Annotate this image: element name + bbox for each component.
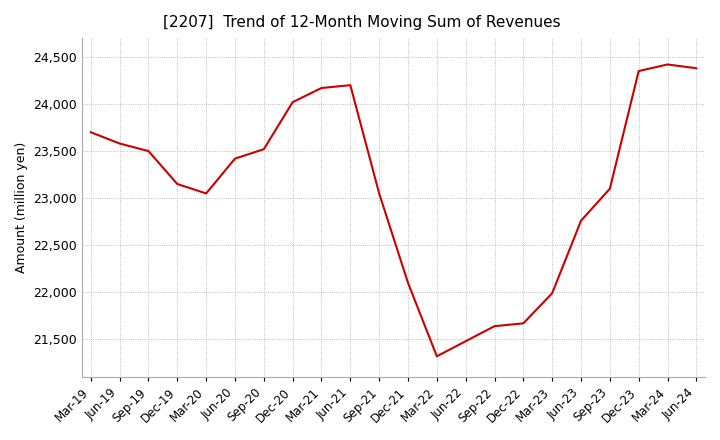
Y-axis label: Amount (million yen): Amount (million yen) [15, 142, 28, 273]
Text: [2207]  Trend of 12-Month Moving Sum of Revenues: [2207] Trend of 12-Month Moving Sum of R… [163, 15, 561, 30]
